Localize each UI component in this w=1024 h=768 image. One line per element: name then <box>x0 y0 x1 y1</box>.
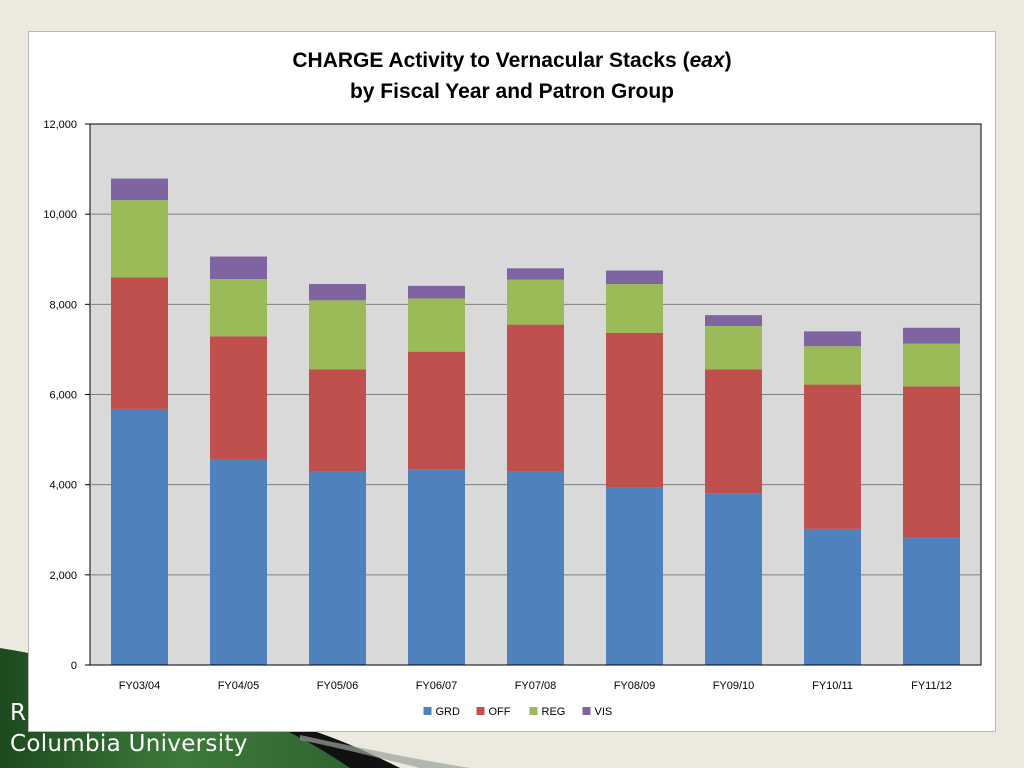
x-tick-label: FY09/10 <box>713 680 755 692</box>
bar-segment-grd <box>507 471 564 665</box>
bar-segment-off <box>408 351 465 470</box>
bar-segment-reg <box>111 200 168 278</box>
bar-segment-reg <box>804 346 861 385</box>
legend-label-grd: GRD <box>436 706 461 718</box>
chart-frame: CHARGE Activity to Vernacular Stacks (ea… <box>28 31 996 732</box>
bar-segment-grd <box>210 458 267 665</box>
bar-segment-off <box>111 277 168 409</box>
y-tick-label: 0 <box>71 660 77 672</box>
chart-title-pre: CHARGE Activity to Vernacular Stacks ( <box>292 49 690 72</box>
x-tick-label: FY06/07 <box>416 680 458 692</box>
bar-segment-off <box>606 332 663 488</box>
bar-segment-vis <box>804 331 861 347</box>
chart-title-post: ) <box>724 49 732 72</box>
x-tick-label: FY07/08 <box>515 680 557 692</box>
bar-segment-off <box>705 369 762 494</box>
stacked-bar-chart: 0 2,000 4,000 6,000 8,000 10,000 12,000 FY03/04… <box>43 119 982 718</box>
bar-segment-grd <box>606 487 663 665</box>
bar-segment-grd <box>903 537 960 665</box>
bar-segment-vis <box>705 315 762 326</box>
bar-segment-reg <box>309 300 366 370</box>
y-tick-label: 12,000 <box>43 119 77 131</box>
x-tick-label: FY05/06 <box>317 680 359 692</box>
legend-label-vis: VIS <box>595 706 613 718</box>
bar-segment-grd <box>408 469 465 665</box>
bar-segment-reg <box>507 279 564 325</box>
y-tick-label: 10,000 <box>43 209 77 221</box>
legend-swatch-reg <box>529 707 538 715</box>
legend-swatch-grd <box>423 707 432 715</box>
bar-segment-off <box>903 386 960 538</box>
y-tick-label: 8,000 <box>49 299 77 311</box>
legend-swatch-vis <box>582 707 591 715</box>
x-tick-label: FY08/09 <box>614 680 656 692</box>
bar-segment-vis <box>210 256 267 280</box>
bar-segment-vis <box>606 270 663 285</box>
bar-segment-off <box>804 384 861 529</box>
bar-segment-vis <box>507 268 564 280</box>
bar-segment-grd <box>705 493 762 665</box>
bar-segment-vis <box>309 284 366 301</box>
y-tick-label: 4,000 <box>49 480 77 492</box>
bar-segment-vis <box>111 178 168 201</box>
x-tick-label: FY04/05 <box>218 680 260 692</box>
bar-segment-reg <box>210 279 267 337</box>
chart-title-line2: by Fiscal Year and Patron Group <box>349 80 675 103</box>
bar-segment-reg <box>705 325 762 370</box>
legend-label-off: OFF <box>489 706 511 718</box>
bar-segment-vis <box>903 327 960 344</box>
footer-line1: R <box>10 700 27 726</box>
bar-segment-reg <box>408 298 465 352</box>
bar-segment-reg <box>903 343 960 387</box>
bar-segment-grd <box>111 408 168 665</box>
x-tick-label: FY11/12 <box>911 680 952 692</box>
bar-segment-grd <box>804 528 861 665</box>
bar-segment-reg <box>606 284 663 333</box>
y-tick-label: 6,000 <box>49 390 77 402</box>
bar-segment-off <box>507 324 564 472</box>
chart-title: CHARGE Activity to Vernacular Stacks (ea… <box>29 45 995 107</box>
chart-title-line1: CHARGE Activity to Vernacular Stacks (ea… <box>29 45 995 76</box>
x-tick-label: FY03/04 <box>119 680 161 692</box>
footer-institution: Columbia University <box>10 731 248 757</box>
chart-title-italic: eax <box>689 49 725 72</box>
bar-segment-grd <box>309 471 366 665</box>
legend-swatch-off <box>476 707 485 715</box>
bar-segment-vis <box>408 285 465 299</box>
bar-segment-off <box>210 336 267 459</box>
legend-label-reg: REG <box>542 706 566 718</box>
y-tick-label: 2,000 <box>49 570 77 582</box>
bar-segment-off <box>309 369 366 472</box>
x-tick-label: FY10/11 <box>812 680 853 692</box>
